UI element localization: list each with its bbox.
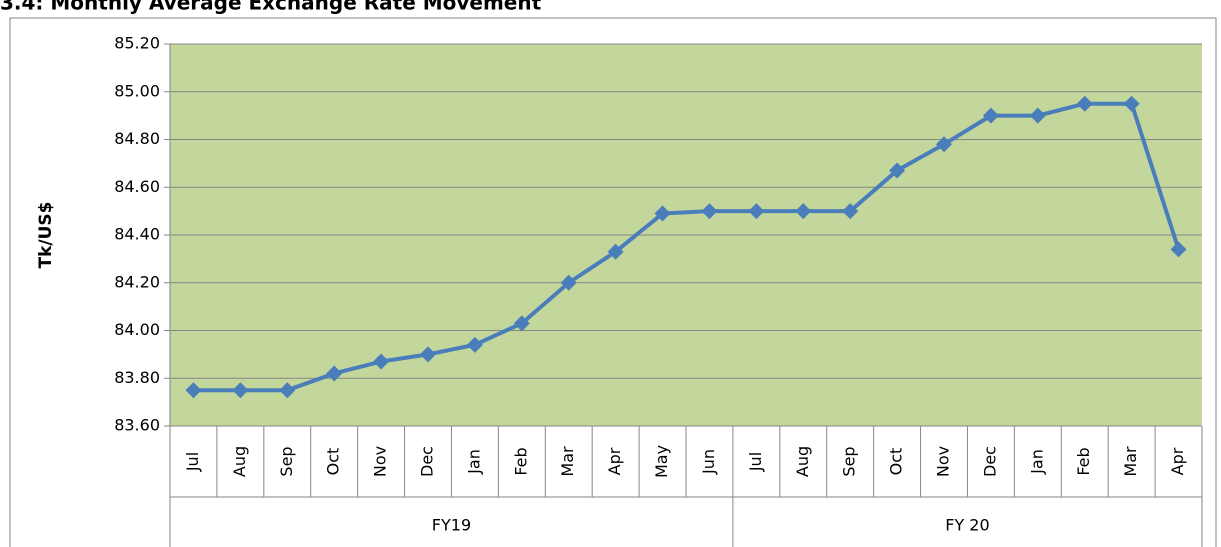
marker [420,346,436,363]
x-tick-label: Apr [1168,447,1187,475]
marker [936,136,952,153]
group-label: FY19 [432,516,471,535]
x-tick-label: Nov [371,446,390,477]
group-label: FY 20 [945,516,989,535]
y-tick-label: 84.60 [114,177,160,196]
x-tick-label: Jan [1027,449,1046,475]
y-tick-label: 85.00 [114,81,160,100]
x-tick-label: Nov [934,446,953,477]
marker [701,203,718,220]
series-line [193,101,1181,393]
y-axis-title: Tk/US$ [36,202,56,269]
marker [842,203,859,220]
marker [748,203,765,220]
marker [232,382,249,399]
marker [982,107,999,124]
x-tick-label: Oct [887,448,906,476]
x-tick-label: Jun [699,449,718,475]
chart-title: 3.4: Monthly Average Exchange Rate Movem… [0,0,542,15]
y-tick-label: 84.00 [114,320,160,339]
marker [466,336,483,353]
x-tick-label: Sep [840,446,859,476]
x-tick-label: Jan [464,449,483,475]
y-tick-label: 85.20 [114,34,160,53]
y-tick-label: 84.20 [114,272,160,291]
x-tick-label: May [652,445,671,478]
marker [1170,241,1187,258]
x-tick-label: Aug [230,446,249,477]
y-tick-label: 84.40 [114,225,160,244]
marker [654,205,671,222]
marker [326,365,343,382]
x-tick-label: Dec [980,446,999,477]
x-tick-label: Jul [183,452,202,472]
x-tick-label: Oct [324,448,343,476]
marker [279,382,296,399]
marker [889,162,906,179]
marker [607,243,624,260]
x-tick-label: Jul [746,452,765,472]
x-tick-label: Dec [418,446,437,477]
x-tick-label: Mar [558,446,577,477]
marker [1123,95,1140,112]
x-tick-label: Aug [793,446,812,477]
x-tick-label: Apr [605,447,624,475]
x-tick-label: Feb [511,447,530,475]
marker [1029,107,1046,124]
marker [560,274,577,291]
x-tick-label: Mar [1121,446,1140,477]
x-tick-label: Feb [1074,447,1093,475]
x-tick-label: Sep [277,446,296,476]
marker [373,353,390,370]
y-tick-label: 83.60 [114,416,160,435]
marker [185,382,202,399]
marker [1076,95,1093,112]
y-tick-label: 83.80 [114,368,160,387]
marker [513,315,530,332]
marker [795,203,812,220]
y-tick-label: 84.80 [114,129,160,148]
